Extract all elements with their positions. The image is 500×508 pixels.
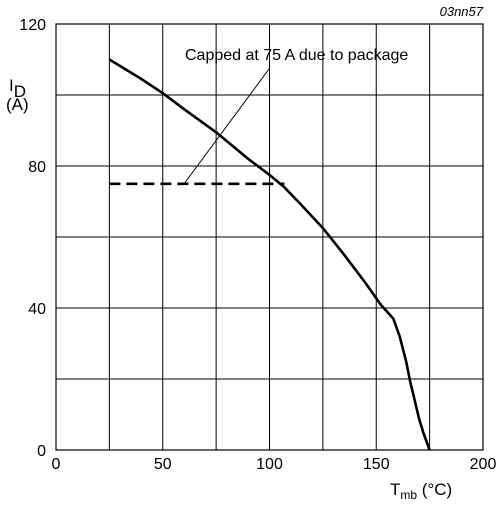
x-tick-label: 50 <box>154 456 172 473</box>
x-tick-label: 0 <box>52 456 61 473</box>
grid-lines <box>56 24 483 450</box>
annotation: Capped at 75 A due to package <box>183 47 408 185</box>
axis-labels: 03nn57 ID(A) Tmb (°C) <box>6 4 484 502</box>
figure-tag: 03nn57 <box>440 4 484 19</box>
tick-labels: 0 50 100 150 200 0 40 80 120 <box>19 17 496 473</box>
y-tick-label: 0 <box>37 443 46 460</box>
y-tick-label: 40 <box>28 301 46 318</box>
x-tick-label: 100 <box>256 456 283 473</box>
derating-curve <box>108 58 431 451</box>
y-axis-unit: (A) <box>6 95 29 114</box>
x-tick-label: 150 <box>363 456 390 473</box>
x-axis-label: Tmb (°C) <box>390 480 452 502</box>
y-tick-label: 80 <box>28 159 46 176</box>
annotation-text: Capped at 75 A due to package <box>185 47 408 64</box>
y-axis-label: ID <box>9 76 26 101</box>
x-tick-label: 200 <box>470 456 497 473</box>
annotation-pointer <box>183 68 270 185</box>
data-series <box>108 58 431 451</box>
plot-frame <box>55 23 484 451</box>
y-tick-label: 120 <box>19 17 46 34</box>
